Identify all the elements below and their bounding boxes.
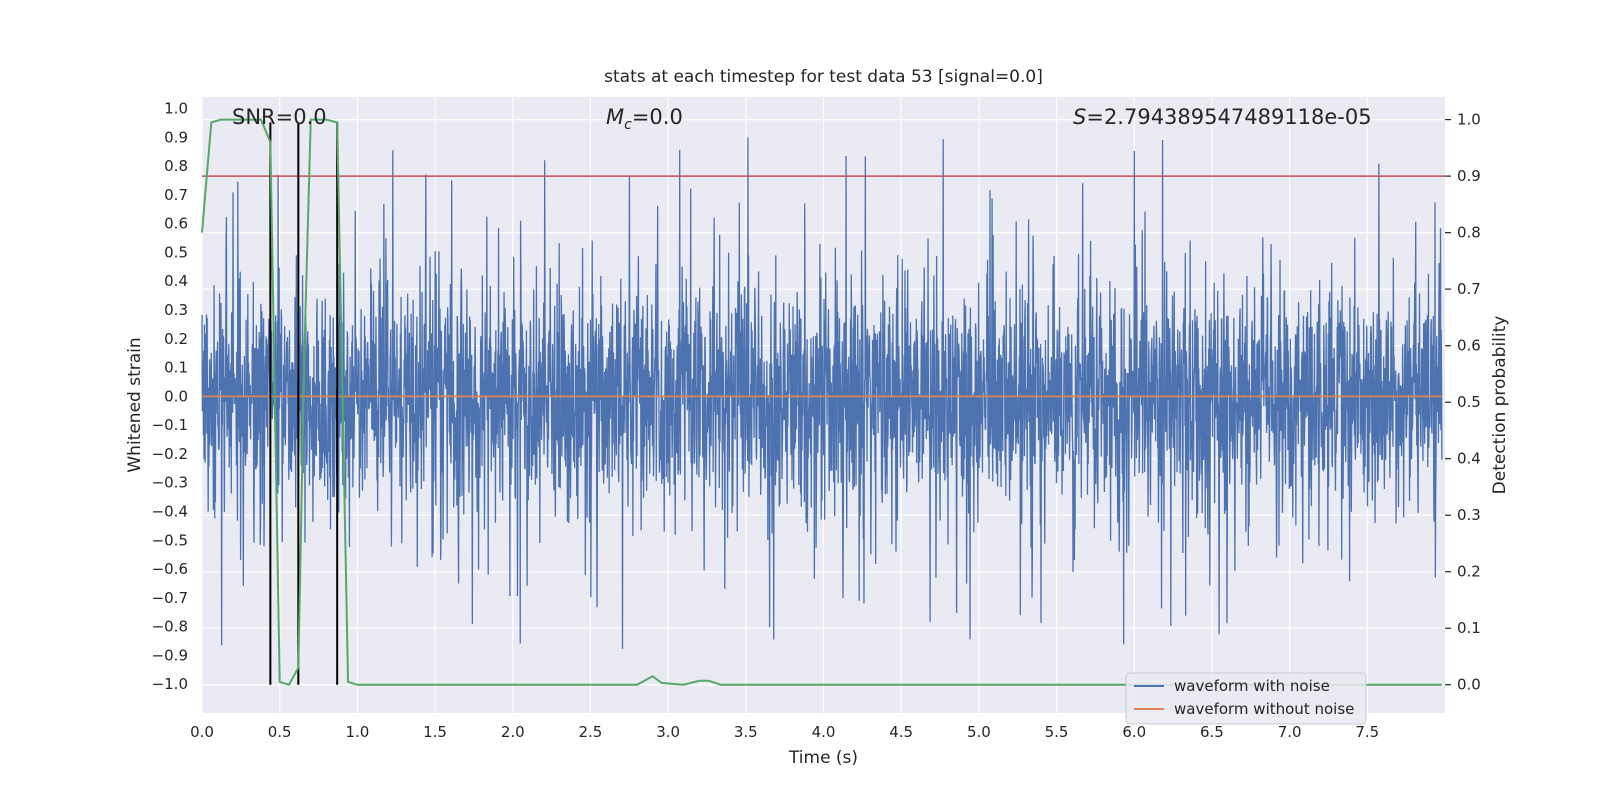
x-tick-label: 4.5 <box>889 723 913 741</box>
y-tick-label: 0.1 <box>164 359 188 377</box>
y2-tick-label: 0.2 <box>1457 563 1481 581</box>
y2-tick-label: 0.8 <box>1457 224 1481 242</box>
y-tick-label: 0.2 <box>164 330 188 348</box>
x-tick-label: 5.0 <box>967 723 991 741</box>
y-tick-label: −0.4 <box>152 503 188 521</box>
x-tick-label: 0.5 <box>268 723 292 741</box>
x-tick-label: 7.5 <box>1355 723 1379 741</box>
x-tick-label: 4.0 <box>812 723 836 741</box>
y-tick-label: 0.9 <box>164 128 188 146</box>
y2-tick-label: 0.5 <box>1457 393 1481 411</box>
y2-tick-label: 0.3 <box>1457 506 1481 524</box>
y-tick-label: −0.3 <box>152 474 188 492</box>
y-tick-label: −0.5 <box>152 531 188 549</box>
x-tick-label: 2.5 <box>579 723 603 741</box>
x-tick-label: 3.5 <box>734 723 758 741</box>
y-tick-label: 0.7 <box>164 186 188 204</box>
y2-tick-label: 0.6 <box>1457 337 1481 355</box>
y-tick-label: 0.6 <box>164 215 188 233</box>
detection-probability-line <box>201 118 1442 686</box>
x-axis-label: Time (s) <box>788 748 858 768</box>
score-symbol: S <box>1073 105 1086 129</box>
y-tick-label: 0.8 <box>164 157 188 175</box>
y-tick-label: 0.5 <box>164 243 188 261</box>
y-tick-label: −1.0 <box>152 675 188 693</box>
y2-tick-label: 0.4 <box>1457 450 1481 468</box>
chart-title: stats at each timestep for test data 53 … <box>604 67 1043 87</box>
legend-label: waveform with noise <box>1174 677 1330 695</box>
y-tick-label: −0.1 <box>152 416 188 434</box>
chirp-mass-annotation: Mc=0.0 <box>606 105 683 133</box>
chirp-mass-subscript: c <box>624 117 632 133</box>
x-tick-label: 7.0 <box>1278 723 1302 741</box>
y2-tick-label: 0.7 <box>1457 280 1481 298</box>
x-tick-label: 3.0 <box>656 723 680 741</box>
legend: waveform with noise waveform without nois… <box>1125 672 1367 725</box>
y2-tick-label: 0.9 <box>1457 167 1481 185</box>
x-tick-label: 5.5 <box>1045 723 1069 741</box>
y-tick-label: −0.7 <box>152 589 188 607</box>
y-tick-label: 0.0 <box>164 387 188 405</box>
y2-tick-label: 0.1 <box>1457 619 1481 637</box>
legend-box <box>1125 672 1367 725</box>
snr-annotation: SNR=0.0 <box>232 105 327 129</box>
y-tick-label: 0.3 <box>164 301 188 319</box>
y-tick-label: 0.4 <box>164 272 188 290</box>
legend-label: waveform without noise <box>1174 700 1354 718</box>
chirp-mass-symbol: M <box>606 105 624 129</box>
y-tick-label: −0.8 <box>152 618 188 636</box>
y-tick-label: 1.0 <box>164 100 188 118</box>
waveform-with-noise-line <box>201 137 1443 649</box>
y2-axis-label: Detection probability <box>1490 316 1510 495</box>
y-tick-label: −0.2 <box>152 445 188 463</box>
y-axis-label: Whitened strain <box>125 337 145 472</box>
x-tick-label: 2.0 <box>501 723 525 741</box>
x-tick-label: 6.0 <box>1122 723 1146 741</box>
chirp-mass-value: =0.0 <box>632 105 683 129</box>
score-value: =2.794389547489118e-05 <box>1086 105 1371 129</box>
y2-tick-label: 0.0 <box>1457 676 1481 694</box>
y-tick-label: −0.9 <box>152 646 188 664</box>
x-tick-label: 1.0 <box>345 723 369 741</box>
x-tick-label: 6.5 <box>1200 723 1224 741</box>
y2-tick-label: 1.0 <box>1457 111 1481 129</box>
x-tick-label: 0.0 <box>190 723 214 741</box>
y-tick-label: −0.6 <box>152 560 188 578</box>
x-tick-label: 1.5 <box>423 723 447 741</box>
score-annotation: S=2.794389547489118e-05 <box>1073 105 1372 129</box>
